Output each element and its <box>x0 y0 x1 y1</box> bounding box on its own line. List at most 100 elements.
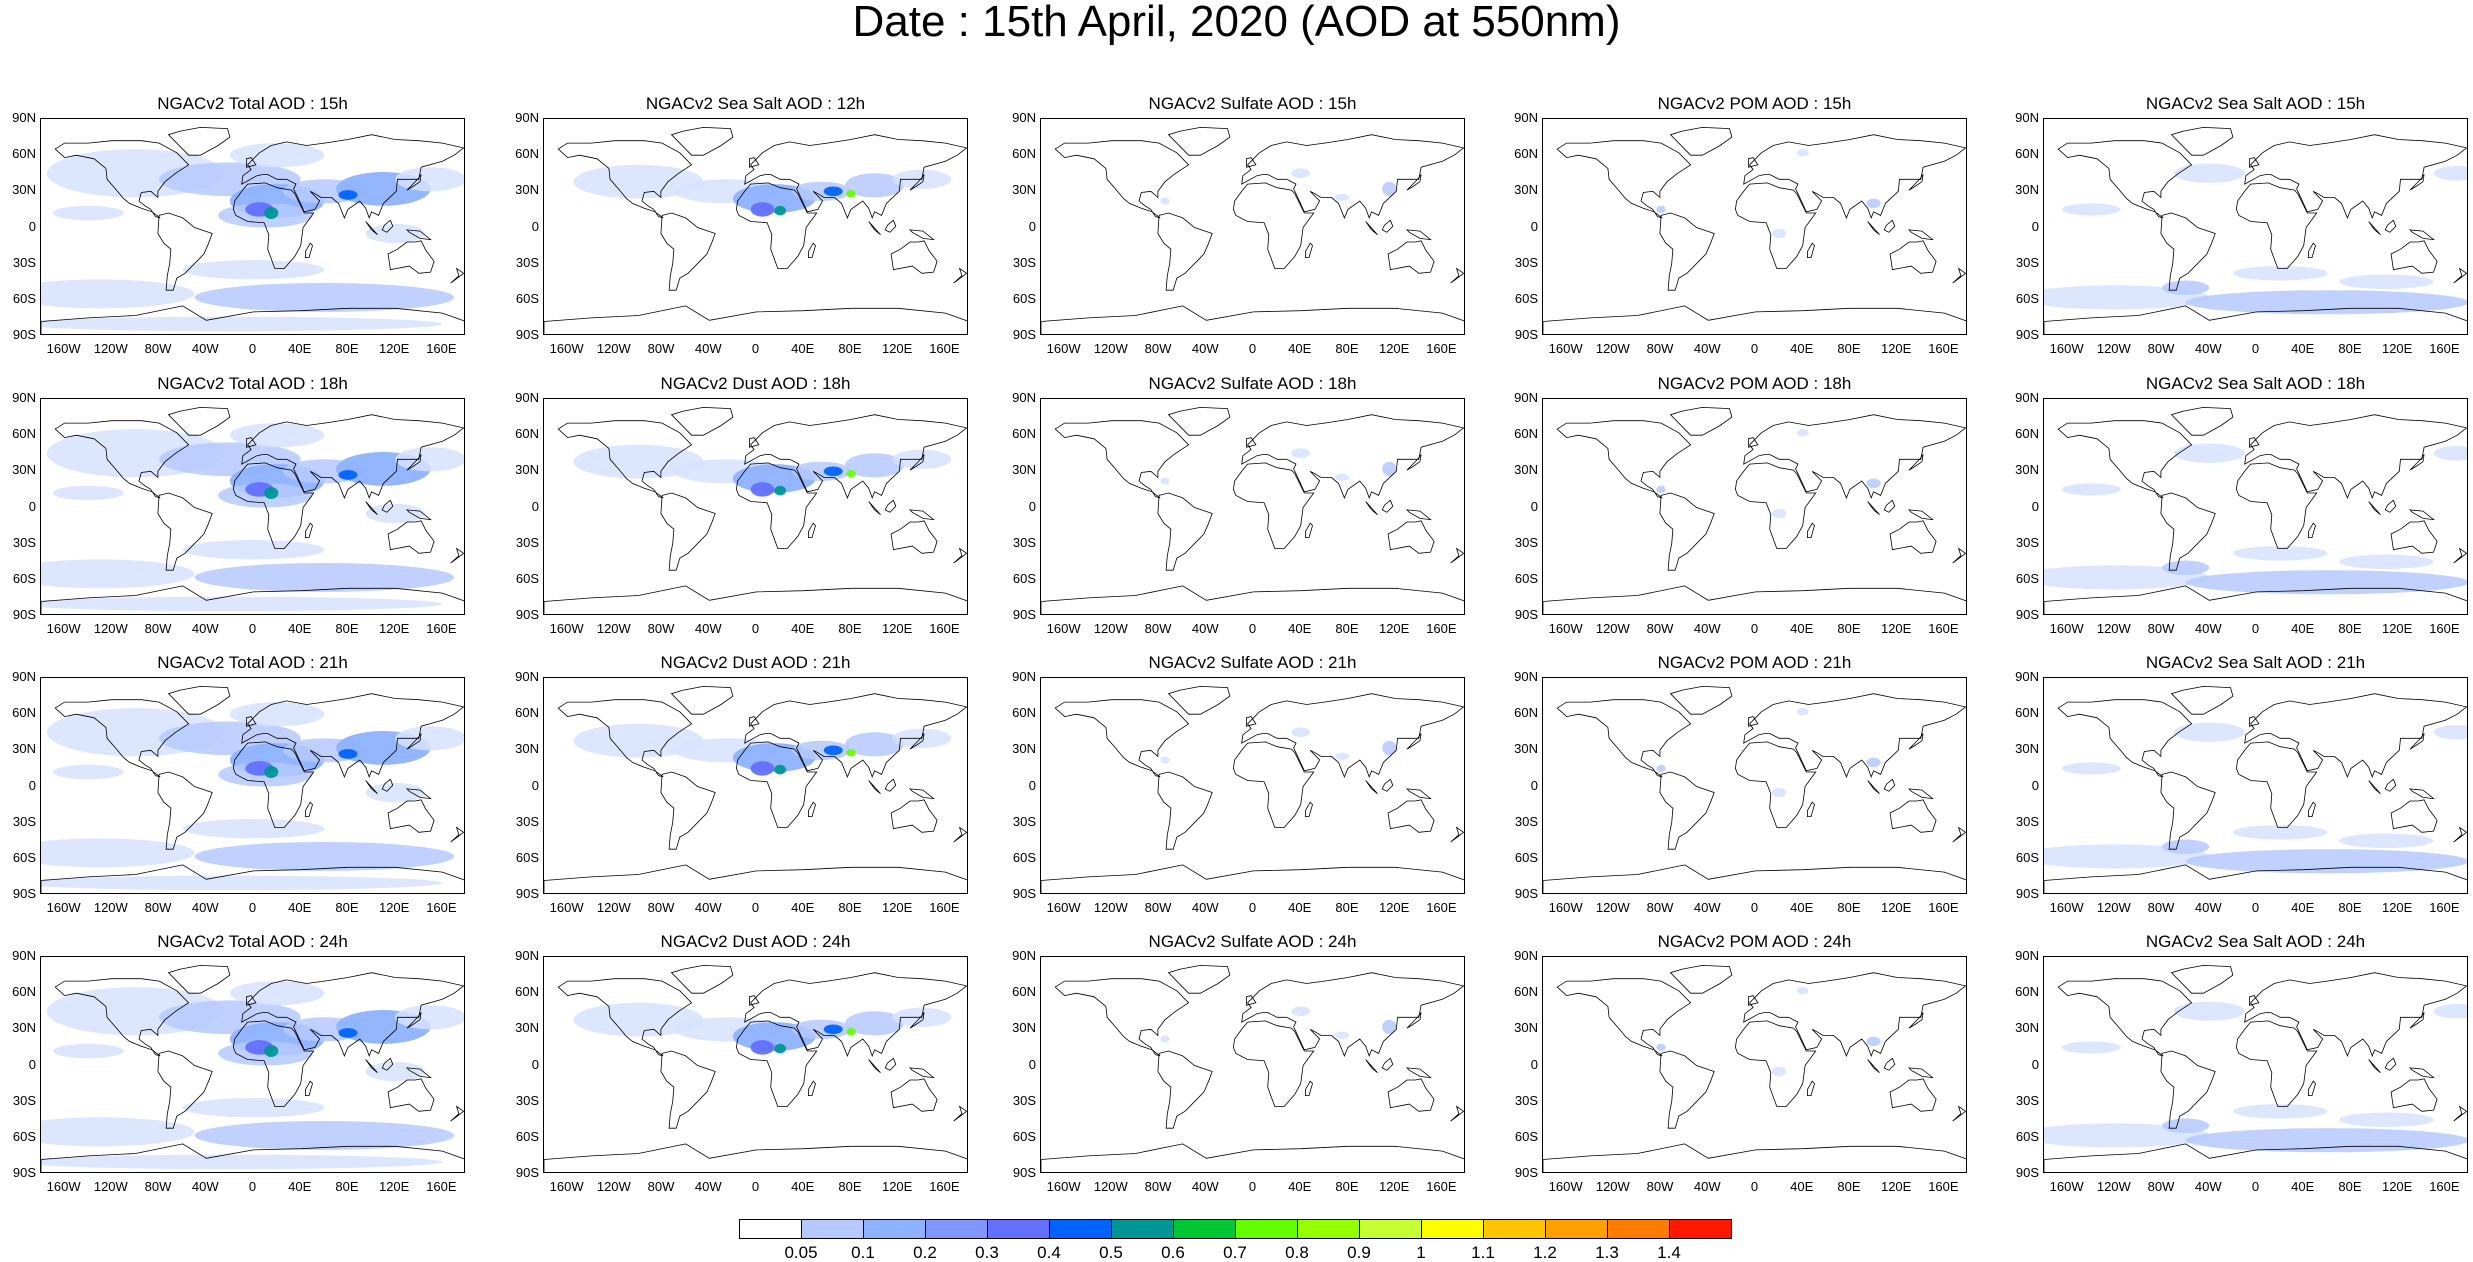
latitude-tick-label: 60N <box>2015 146 2039 162</box>
panel-title: NGACv2 Sulfate AOD : 18h <box>1148 374 1357 393</box>
world-map <box>543 956 968 1173</box>
longitude-tick-label: 160W <box>549 621 584 636</box>
coastline <box>1659 212 1715 291</box>
aod-region <box>791 461 851 481</box>
aod-field <box>41 964 464 1172</box>
latitude-tick-label: 90S <box>1012 327 1036 342</box>
latitude-tick-label: 90S <box>1012 607 1036 622</box>
coastline <box>2244 972 2467 1058</box>
colorbar-swatch <box>1049 1219 1112 1239</box>
longitude-tick-label: 80E <box>838 1179 862 1194</box>
latitude-tick-label: 0 <box>1530 218 1538 234</box>
aod-region <box>52 205 124 221</box>
coastline <box>1232 462 1315 549</box>
coastline <box>2057 420 2193 499</box>
aod-region <box>41 559 195 589</box>
aod-region <box>2162 1118 2210 1134</box>
longitude-tick-label: 0 <box>2251 621 2260 636</box>
longitude-tick-label: 40E <box>1790 621 1814 636</box>
coastline <box>660 492 716 571</box>
coastline <box>1245 995 1257 1006</box>
coastline <box>1381 778 1394 792</box>
coastline <box>450 826 464 843</box>
longitude-tick-label: 160E <box>1426 900 1457 915</box>
panel-title: NGACv2 Total AOD : 15h <box>157 94 348 113</box>
colorbar-label: 1.2 <box>1533 1243 1557 1262</box>
longitude-tick-label: 160E <box>426 1179 457 1194</box>
longitude-tick-label: 80E <box>335 621 359 636</box>
colorbar-label: 0.1 <box>851 1243 875 1262</box>
latitude-tick-label: 60S <box>1012 290 1036 306</box>
longitude-tick-label: 0 <box>2251 900 2260 915</box>
coastline <box>2409 733 2425 750</box>
aod-region <box>750 761 775 776</box>
panel-title: NGACv2 Dust AOD : 21h <box>660 653 851 672</box>
aod-region <box>2173 443 2245 463</box>
longitude-tick-label: 0 <box>751 621 760 636</box>
coastline <box>387 520 435 554</box>
latitude-tick-label: 30S <box>12 534 36 550</box>
colorbar-label: 0.4 <box>1037 1243 1061 1262</box>
latitude-tick-label: 30N <box>1514 1020 1538 1036</box>
latitude-tick-label: 90N <box>2015 110 2039 125</box>
coastline <box>1743 414 1966 500</box>
latitude-tick-label: 0 <box>531 777 539 793</box>
latitude-tick-label: 60S <box>515 849 539 865</box>
coastline <box>2390 1078 2438 1112</box>
latitude-tick-label: 90N <box>515 669 539 684</box>
longitude-tick-label: 160W <box>549 900 584 915</box>
coastline <box>365 221 378 236</box>
latitude-tick-label: 30S <box>1012 254 1036 270</box>
coastline <box>1232 1020 1315 1107</box>
aod-field <box>544 406 967 614</box>
panel-title: NGACv2 Total AOD : 24h <box>157 932 348 951</box>
coastline <box>167 126 231 156</box>
coastline <box>890 520 938 554</box>
latitude-tick-label: 90N <box>12 669 36 684</box>
aod-region <box>41 1117 195 1147</box>
longitude-tick-label: 0 <box>1750 1179 1759 1194</box>
aod-field <box>1543 685 1966 893</box>
latitude-tick-label: 30N <box>1012 741 1036 757</box>
longitude-tick-label: 160E <box>929 341 960 356</box>
coastline <box>167 685 231 715</box>
latitude-tick-label: 90N <box>1012 669 1036 684</box>
coastline <box>953 826 967 843</box>
coastline <box>1041 305 1464 334</box>
longitude-tick-label: 40W <box>1693 900 1721 915</box>
latitude-tick-label: 90S <box>1514 886 1538 901</box>
aod-field <box>1543 964 1966 1172</box>
longitude-tick-label: 120E <box>881 900 913 915</box>
panel-title: NGACv2 Dust AOD : 18h <box>660 374 851 393</box>
colorbar-label: 0.8 <box>1285 1243 1309 1262</box>
latitude-tick-label: 30N <box>2015 741 2039 757</box>
coastline <box>1747 157 1759 168</box>
coastline <box>54 140 190 219</box>
coastline <box>1556 699 1692 778</box>
coastline <box>884 1057 897 1071</box>
aod-region <box>750 1040 775 1055</box>
longitude-tick-label: 0 <box>1248 1179 1257 1194</box>
coastline <box>2409 1012 2425 1029</box>
coastline <box>241 414 464 500</box>
coastline <box>54 420 190 499</box>
coastline <box>544 1143 967 1172</box>
coastline <box>405 229 432 241</box>
longitude-tick-label: 160E <box>2429 341 2460 356</box>
coastline <box>1232 741 1315 828</box>
latitude-tick-label: 90N <box>1012 948 1036 963</box>
latitude-tick-label: 0 <box>531 498 539 514</box>
latitude-tick-label: 0 <box>2031 218 2039 234</box>
longitude-tick-label: 80W <box>647 621 675 636</box>
world-map <box>2043 118 2468 335</box>
longitude-tick-label: 80E <box>335 341 359 356</box>
aod-region <box>194 1120 455 1150</box>
latitude-tick-label: 60N <box>1012 146 1036 162</box>
coastline <box>1908 174 1924 191</box>
longitude-tick-label: 0 <box>248 900 257 915</box>
longitude-tick-label: 80W <box>2147 900 2175 915</box>
coastline <box>1952 547 1966 564</box>
coastline <box>387 1078 435 1112</box>
aod-field <box>2044 406 2467 614</box>
coastline <box>2307 1080 2316 1097</box>
